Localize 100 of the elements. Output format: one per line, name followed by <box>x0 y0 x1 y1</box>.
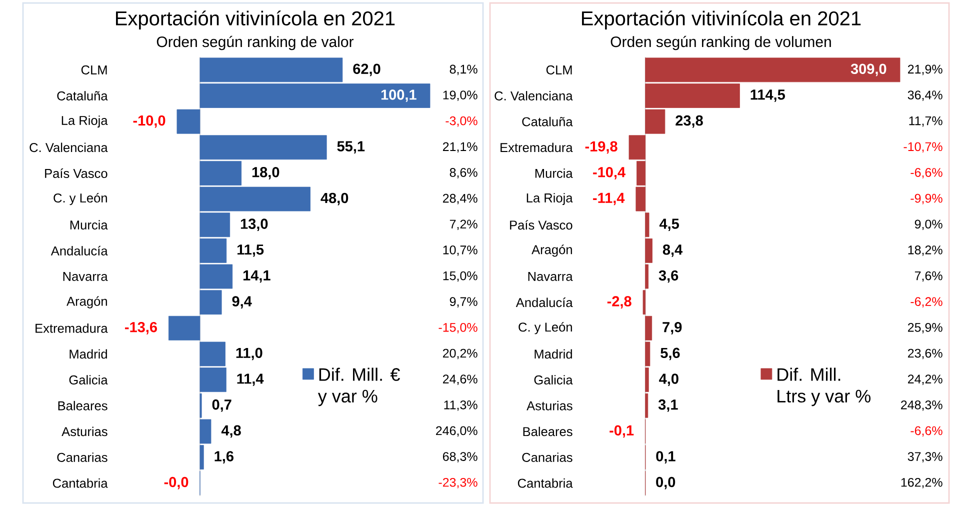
data-label: 9,4 <box>232 296 252 309</box>
y-tick-label: C. Valenciana <box>494 91 573 100</box>
y-tick-label: Navarra <box>63 272 108 281</box>
text: 36,4% <box>908 90 942 101</box>
y-tick-label: Cantabria <box>518 478 573 488</box>
y-tick-label: Canarias <box>57 452 108 462</box>
text: 20,2% <box>442 348 478 360</box>
y-tick-label: Cantabria <box>52 478 108 488</box>
text: 11,7% <box>909 116 942 127</box>
y-tick-label: País Vasco <box>510 220 572 230</box>
text: 10,7% <box>443 246 478 256</box>
y-tick-label: Extremadura <box>36 323 108 333</box>
text: -10,7% <box>904 142 942 153</box>
y-tick-label: La Rioja <box>62 116 108 128</box>
text: -9,9% <box>910 194 942 204</box>
y-tick-label: Baleares <box>58 400 108 410</box>
text: 9,0% <box>914 220 942 230</box>
chart-title: Exportación vitivinícola en 2021 <box>582 10 861 30</box>
y-tick-label: Murcia <box>535 168 573 178</box>
data-label: 309,0 <box>850 64 886 76</box>
text: 19,0% <box>443 90 478 101</box>
text: -3,0% <box>446 116 478 127</box>
data-label: -10,0 <box>133 115 166 128</box>
data-label: 4,5 <box>659 218 679 231</box>
y-tick-label: Baleares <box>523 426 572 436</box>
data-label: 23,8 <box>676 115 703 128</box>
y-tick-label: CLM <box>81 65 107 74</box>
text: -6,6% <box>910 168 942 178</box>
y-tick-label: Andalucía <box>50 246 108 256</box>
text: 24,6% <box>442 374 478 385</box>
data-label: 48,0 <box>320 192 348 206</box>
text: 24,2% <box>908 374 942 385</box>
y-tick-label: CLM <box>546 65 572 74</box>
y-tick-label: Extremadura <box>500 142 573 152</box>
data-label: 11,0 <box>236 348 262 360</box>
text: 8,1% <box>450 64 478 76</box>
data-label: -0,0 <box>164 476 188 490</box>
data-label: 11,4 <box>237 374 264 386</box>
text: -6,6% <box>910 426 942 437</box>
text: 68,3% <box>442 452 478 462</box>
y-tick-label: C. Valenciana <box>30 142 108 152</box>
text: 7,6% <box>914 271 942 282</box>
y-tick-label: C. y León <box>518 322 572 334</box>
y-tick-label: Galicia <box>69 375 108 384</box>
y-tick-label: Navarra <box>528 272 573 281</box>
data-label: 8,4 <box>662 244 683 257</box>
data-label: 3,6 <box>658 270 678 283</box>
data-label: 5,6 <box>660 348 680 360</box>
data-label: 18,0 <box>252 167 280 180</box>
data-label: -13,6 <box>125 322 157 334</box>
y-tick-label: Aragón <box>66 296 107 308</box>
y-tick-label: Cataluña <box>57 91 108 100</box>
text: 9,7% <box>450 297 478 308</box>
chart-subtitle: Orden según ranking de valor <box>156 36 354 50</box>
text: 7,2% <box>450 220 478 230</box>
text: 15,0% <box>443 271 478 282</box>
legend-label: Dif. Mill. Ltrs y var % <box>778 368 870 406</box>
y-tick-label: C. y León <box>54 192 107 206</box>
text: 21,9% <box>908 64 942 76</box>
data-label: -0,1 <box>610 425 634 438</box>
data-label: 11,5 <box>237 244 264 257</box>
text: 25,9% <box>908 322 942 334</box>
data-label: 7,9 <box>662 322 682 334</box>
data-label: -2,8 <box>607 296 632 309</box>
text: 28,4% <box>442 194 478 204</box>
data-label: 62,0 <box>353 64 380 76</box>
data-label: -19,8 <box>585 141 618 154</box>
chart-title: Exportación vitivinícola en 2021 <box>116 10 395 30</box>
data-label: 1,6 <box>214 451 234 464</box>
text: 246,0% <box>436 426 478 437</box>
text: 11,3% <box>444 400 478 411</box>
data-label: 14,1 <box>243 270 270 283</box>
data-label: 114,5 <box>750 90 785 102</box>
data-label: 55,1 <box>337 141 365 154</box>
data-label: 0,0 <box>656 476 676 490</box>
data-label: 4,0 <box>659 374 678 386</box>
data-label: 13,0 <box>240 218 268 232</box>
legend-label: Dif. Mill. € y var % <box>318 368 400 406</box>
data-label: -10,4 <box>593 167 626 180</box>
y-tick-label: Canarias <box>522 452 572 462</box>
y-tick-label: Madrid <box>70 349 107 359</box>
y-tick-label: Asturias <box>62 426 108 436</box>
text: 18,2% <box>908 246 942 256</box>
y-tick-label: La Rioja <box>526 193 573 205</box>
data-label: 4,8 <box>221 425 241 438</box>
y-tick-label: Murcia <box>70 220 108 230</box>
text: 21,1% <box>442 142 478 153</box>
data-label: 100,1 <box>381 90 416 102</box>
text: 248,3% <box>901 400 942 411</box>
chart-subtitle: Orden según ranking de volumen <box>610 36 831 50</box>
data-label: 3,1 <box>658 399 678 412</box>
text: 37,3% <box>908 452 942 462</box>
y-tick-label: Cataluña <box>522 116 573 126</box>
y-tick-label: Galicia <box>534 375 573 384</box>
y-tick-label: Andalucía <box>516 298 573 308</box>
y-tick-label: Aragón <box>532 244 572 257</box>
text: 8,6% <box>450 168 478 178</box>
y-tick-label: Asturias <box>526 400 572 410</box>
text: -6,2% <box>910 297 942 308</box>
data-label: 0,1 <box>656 451 676 464</box>
